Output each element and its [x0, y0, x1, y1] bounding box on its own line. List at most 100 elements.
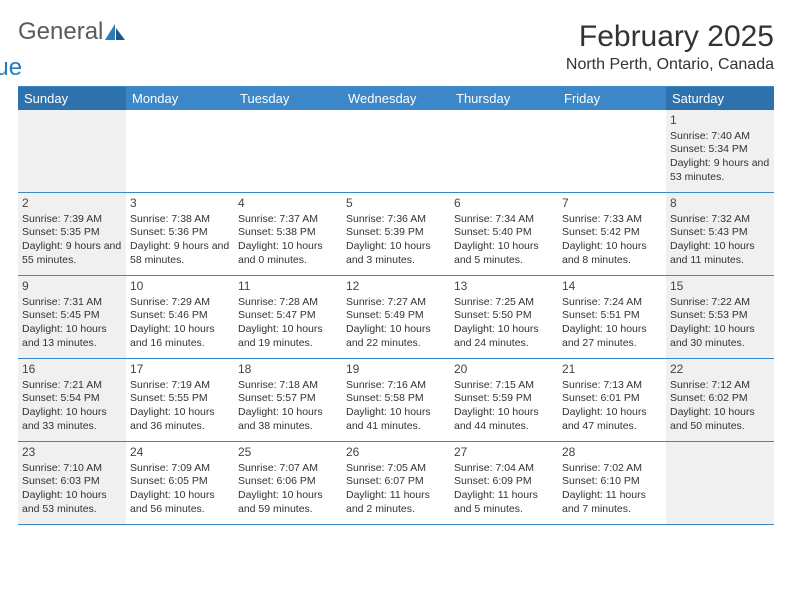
day-info: Sunrise: 7:39 AMSunset: 5:35 PMDaylight:… [22, 213, 122, 268]
day-info: Sunrise: 7:31 AMSunset: 5:45 PMDaylight:… [22, 296, 122, 351]
day-cell: 2Sunrise: 7:39 AMSunset: 5:35 PMDaylight… [18, 193, 126, 275]
day-number: 7 [562, 196, 662, 212]
day-cell: 5Sunrise: 7:36 AMSunset: 5:39 PMDaylight… [342, 193, 450, 275]
day-cell: 9Sunrise: 7:31 AMSunset: 5:45 PMDaylight… [18, 276, 126, 358]
day-cell: 25Sunrise: 7:07 AMSunset: 6:06 PMDayligh… [234, 442, 342, 524]
day-cell: 27Sunrise: 7:04 AMSunset: 6:09 PMDayligh… [450, 442, 558, 524]
day-cell: 13Sunrise: 7:25 AMSunset: 5:50 PMDayligh… [450, 276, 558, 358]
day-info: Sunrise: 7:19 AMSunset: 5:55 PMDaylight:… [130, 379, 230, 434]
day-info: Sunrise: 7:36 AMSunset: 5:39 PMDaylight:… [346, 213, 446, 268]
day-number: 26 [346, 445, 446, 461]
day-number: 25 [238, 445, 338, 461]
day-number: 3 [130, 196, 230, 212]
day-cell: 11Sunrise: 7:28 AMSunset: 5:47 PMDayligh… [234, 276, 342, 358]
day-number: 17 [130, 362, 230, 378]
day-cell: 24Sunrise: 7:09 AMSunset: 6:05 PMDayligh… [126, 442, 234, 524]
week-row: 23Sunrise: 7:10 AMSunset: 6:03 PMDayligh… [18, 442, 774, 525]
day-number: 15 [670, 279, 770, 295]
day-cell: 3Sunrise: 7:38 AMSunset: 5:36 PMDaylight… [126, 193, 234, 275]
day-number: 10 [130, 279, 230, 295]
weekday-header: Saturday [666, 87, 774, 110]
day-number: 19 [346, 362, 446, 378]
day-info: Sunrise: 7:40 AMSunset: 5:34 PMDaylight:… [670, 130, 770, 185]
day-number: 28 [562, 445, 662, 461]
day-info: Sunrise: 7:32 AMSunset: 5:43 PMDaylight:… [670, 213, 770, 268]
day-cell: 12Sunrise: 7:27 AMSunset: 5:49 PMDayligh… [342, 276, 450, 358]
day-info: Sunrise: 7:22 AMSunset: 5:53 PMDaylight:… [670, 296, 770, 351]
day-info: Sunrise: 7:04 AMSunset: 6:09 PMDaylight:… [454, 462, 554, 517]
day-info: Sunrise: 7:18 AMSunset: 5:57 PMDaylight:… [238, 379, 338, 434]
day-number: 6 [454, 196, 554, 212]
day-info: Sunrise: 7:27 AMSunset: 5:49 PMDaylight:… [346, 296, 446, 351]
week-row: 9Sunrise: 7:31 AMSunset: 5:45 PMDaylight… [18, 276, 774, 359]
day-info: Sunrise: 7:16 AMSunset: 5:58 PMDaylight:… [346, 379, 446, 434]
day-number: 12 [346, 279, 446, 295]
weekday-header: Monday [126, 87, 234, 110]
day-info: Sunrise: 7:29 AMSunset: 5:46 PMDaylight:… [130, 296, 230, 351]
day-cell: 21Sunrise: 7:13 AMSunset: 6:01 PMDayligh… [558, 359, 666, 441]
day-info: Sunrise: 7:15 AMSunset: 5:59 PMDaylight:… [454, 379, 554, 434]
weekday-header: Thursday [450, 87, 558, 110]
day-info: Sunrise: 7:05 AMSunset: 6:07 PMDaylight:… [346, 462, 446, 517]
month-title: February 2025 [566, 20, 774, 54]
logo-word-2: Blue [0, 56, 81, 80]
day-info: Sunrise: 7:24 AMSunset: 5:51 PMDaylight:… [562, 296, 662, 351]
day-number: 8 [670, 196, 770, 212]
day-info: Sunrise: 7:07 AMSunset: 6:06 PMDaylight:… [238, 462, 338, 517]
day-info: Sunrise: 7:38 AMSunset: 5:36 PMDaylight:… [130, 213, 230, 268]
day-cell: 7Sunrise: 7:33 AMSunset: 5:42 PMDaylight… [558, 193, 666, 275]
header: General Blue February 2025 North Perth, … [18, 20, 774, 74]
day-cell: 15Sunrise: 7:22 AMSunset: 5:53 PMDayligh… [666, 276, 774, 358]
day-cell-empty [234, 110, 342, 192]
day-info: Sunrise: 7:02 AMSunset: 6:10 PMDaylight:… [562, 462, 662, 517]
weekday-header: Friday [558, 87, 666, 110]
day-cell-empty [18, 110, 126, 192]
day-number: 20 [454, 362, 554, 378]
day-cell: 10Sunrise: 7:29 AMSunset: 5:46 PMDayligh… [126, 276, 234, 358]
day-number: 24 [130, 445, 230, 461]
day-number: 23 [22, 445, 122, 461]
day-cell: 28Sunrise: 7:02 AMSunset: 6:10 PMDayligh… [558, 442, 666, 524]
day-cell: 14Sunrise: 7:24 AMSunset: 5:51 PMDayligh… [558, 276, 666, 358]
day-info: Sunrise: 7:10 AMSunset: 6:03 PMDaylight:… [22, 462, 122, 517]
calendar: SundayMondayTuesdayWednesdayThursdayFrid… [18, 86, 774, 525]
day-cell: 19Sunrise: 7:16 AMSunset: 5:58 PMDayligh… [342, 359, 450, 441]
day-number: 1 [670, 113, 770, 129]
day-info: Sunrise: 7:12 AMSunset: 6:02 PMDaylight:… [670, 379, 770, 434]
day-cell: 1Sunrise: 7:40 AMSunset: 5:34 PMDaylight… [666, 110, 774, 192]
day-info: Sunrise: 7:25 AMSunset: 5:50 PMDaylight:… [454, 296, 554, 351]
day-info: Sunrise: 7:28 AMSunset: 5:47 PMDaylight:… [238, 296, 338, 351]
weekday-header: Sunday [18, 87, 126, 110]
day-cell: 18Sunrise: 7:18 AMSunset: 5:57 PMDayligh… [234, 359, 342, 441]
day-cell: 4Sunrise: 7:37 AMSunset: 5:38 PMDaylight… [234, 193, 342, 275]
day-cell: 22Sunrise: 7:12 AMSunset: 6:02 PMDayligh… [666, 359, 774, 441]
day-cell-empty [558, 110, 666, 192]
day-cell: 17Sunrise: 7:19 AMSunset: 5:55 PMDayligh… [126, 359, 234, 441]
logo-word-1: General [18, 20, 103, 44]
weekday-header: Wednesday [342, 87, 450, 110]
day-cell-empty [666, 442, 774, 524]
day-info: Sunrise: 7:34 AMSunset: 5:40 PMDaylight:… [454, 213, 554, 268]
location: North Perth, Ontario, Canada [566, 56, 774, 74]
week-row: 1Sunrise: 7:40 AMSunset: 5:34 PMDaylight… [18, 110, 774, 193]
week-row: 2Sunrise: 7:39 AMSunset: 5:35 PMDaylight… [18, 193, 774, 276]
day-cell: 16Sunrise: 7:21 AMSunset: 5:54 PMDayligh… [18, 359, 126, 441]
day-cell: 26Sunrise: 7:05 AMSunset: 6:07 PMDayligh… [342, 442, 450, 524]
day-cell: 20Sunrise: 7:15 AMSunset: 5:59 PMDayligh… [450, 359, 558, 441]
day-number: 27 [454, 445, 554, 461]
day-cell-empty [342, 110, 450, 192]
day-info: Sunrise: 7:37 AMSunset: 5:38 PMDaylight:… [238, 213, 338, 268]
day-info: Sunrise: 7:21 AMSunset: 5:54 PMDaylight:… [22, 379, 122, 434]
day-number: 21 [562, 362, 662, 378]
day-info: Sunrise: 7:09 AMSunset: 6:05 PMDaylight:… [130, 462, 230, 517]
weekday-header-row: SundayMondayTuesdayWednesdayThursdayFrid… [18, 87, 774, 110]
day-cell: 6Sunrise: 7:34 AMSunset: 5:40 PMDaylight… [450, 193, 558, 275]
day-cell: 23Sunrise: 7:10 AMSunset: 6:03 PMDayligh… [18, 442, 126, 524]
day-cell: 8Sunrise: 7:32 AMSunset: 5:43 PMDaylight… [666, 193, 774, 275]
week-row: 16Sunrise: 7:21 AMSunset: 5:54 PMDayligh… [18, 359, 774, 442]
day-cell-empty [126, 110, 234, 192]
day-number: 22 [670, 362, 770, 378]
day-number: 16 [22, 362, 122, 378]
day-number: 13 [454, 279, 554, 295]
day-cell-empty [450, 110, 558, 192]
